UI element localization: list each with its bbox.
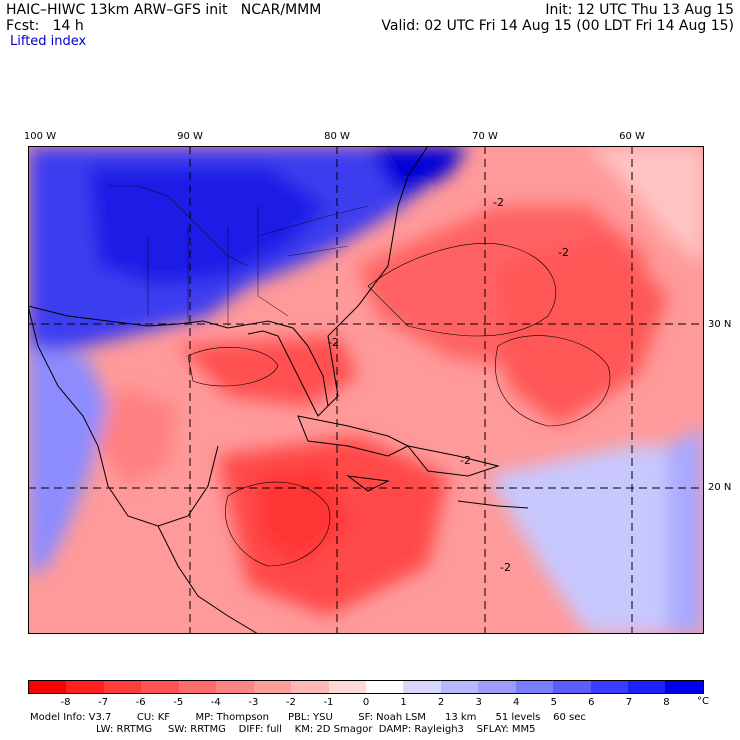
colorbar-tick-label: -2	[285, 697, 296, 708]
lat-label-20n: 20 N	[708, 482, 732, 493]
colorbar-tick-label: -1	[323, 697, 334, 708]
lon-label-80w: 80 W	[324, 131, 350, 142]
lon-label-100w: 100 W	[23, 131, 57, 142]
colorbar-tick-label: -3	[248, 697, 259, 708]
lon-label-70w: 70 W	[472, 131, 498, 142]
colorbar-tick-label: 5	[550, 697, 557, 708]
colorbar	[28, 680, 704, 694]
coastlines	[28, 146, 529, 634]
colorbar-swatch	[403, 681, 441, 693]
lat-label-30n: 30 N	[708, 319, 732, 330]
colorbar-tick-label: -4	[210, 697, 221, 708]
colorbar-swatch	[328, 681, 366, 693]
colorbar-swatch	[365, 681, 404, 693]
colorbar-tick-label: 7	[625, 697, 633, 708]
colorbar-swatch	[515, 681, 554, 693]
graticule	[28, 146, 704, 634]
colorbar-tick-label: -6	[135, 697, 146, 708]
colorbar-swatch	[253, 681, 292, 693]
contour-label: -2	[558, 246, 569, 259]
colorbar-tick-label: 1	[400, 697, 407, 708]
colorbar-tick-label: 6	[588, 697, 595, 708]
colorbar-swatch	[141, 681, 179, 693]
colorbar-unit: °C	[697, 696, 709, 707]
forecast-hour: Fcst: 14 h	[6, 18, 84, 34]
colorbar-tick-label: -5	[173, 697, 184, 708]
colorbar-tick-label: 2	[437, 697, 445, 708]
field-name: Lifted index	[10, 34, 87, 49]
state-borders	[108, 185, 369, 326]
colorbar-swatch	[216, 681, 254, 693]
plot-title: HAIC–HIWC 13km ARW–GFS init NCAR/MMM	[6, 2, 322, 18]
colorbar-tick-label: 8	[663, 697, 670, 708]
colorbar-swatch	[291, 681, 329, 693]
lon-label-90w: 90 W	[177, 131, 203, 142]
map-frame	[28, 146, 704, 634]
contour-label: -2	[460, 454, 471, 467]
stability-fill	[28, 146, 704, 634]
colorbar-swatch	[440, 681, 479, 693]
colorbar-swatch	[590, 681, 628, 693]
lifted-index-map: -2 -2 -2 -2 -2	[28, 146, 704, 634]
colorbar-tick-label: 4	[513, 697, 520, 708]
colorbar-tick-label: -7	[98, 697, 109, 708]
colorbar-tick-label: 0	[362, 697, 370, 708]
colorbar-swatch	[478, 681, 516, 693]
colorbar-swatch	[66, 681, 104, 693]
lon-label-60w: 60 W	[619, 131, 645, 142]
contour-label: -2	[328, 336, 339, 349]
colorbar-swatch	[553, 681, 591, 693]
colorbar-tick-label: -8	[60, 697, 71, 708]
valid-time: Valid: 02 UTC Fri 14 Aug 15 (00 LDT Fri …	[381, 18, 734, 34]
colorbar-swatch	[628, 681, 666, 693]
colorbar-swatch	[29, 681, 67, 693]
init-time: Init: 12 UTC Thu 13 Aug 15	[545, 2, 734, 18]
colorbar-swatch	[178, 681, 217, 693]
contour-label: -2	[500, 561, 511, 574]
model-info-line-2: LW: RRTMG SW: RRTMG DIFF: full KM: 2D Sm…	[96, 724, 536, 735]
colorbar-tick-label: 3	[475, 697, 482, 708]
contour-label: -2	[493, 196, 504, 209]
colorbar-swatch	[665, 681, 703, 693]
model-info-line-1: Model Info: V3.7 CU: KF MP: Thompson PBL…	[30, 712, 586, 723]
colorbar-swatch	[103, 681, 142, 693]
